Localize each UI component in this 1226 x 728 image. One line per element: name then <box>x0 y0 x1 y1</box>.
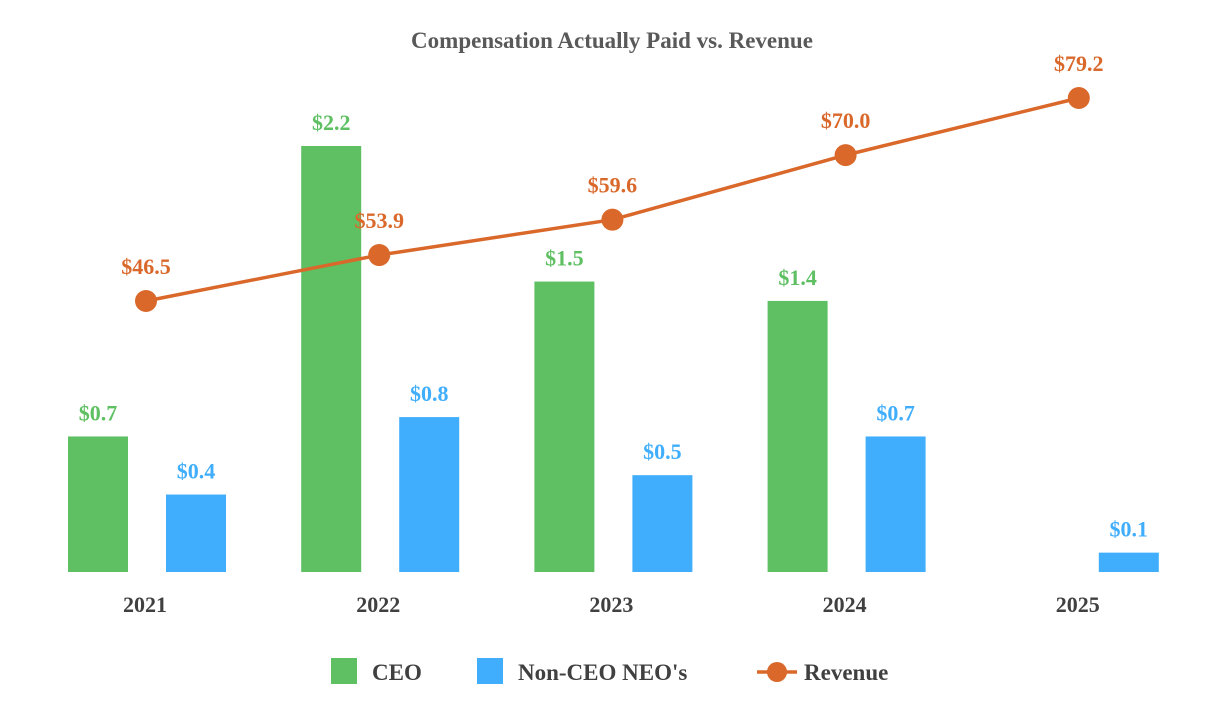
revenue-point-2024 <box>834 144 857 167</box>
revenue-point-2022 <box>368 244 391 267</box>
ceo-bar-2023 <box>534 281 595 572</box>
non-ceo-neo-bar-2024 <box>865 436 926 572</box>
legend-non-ceo-neo-label: Non-CEO NEO's <box>518 660 687 685</box>
ceo-value-label-2021: $0.7 <box>79 400 118 425</box>
x-tick-label-2023: 2023 <box>589 592 633 617</box>
non-ceo-neo-value-label-2023: $0.5 <box>643 439 682 464</box>
non-ceo-neo-bar-2025 <box>1098 552 1159 572</box>
non-ceo-neo-value-label-2025: $0.1 <box>1110 517 1149 542</box>
ceo-value-label-2023: $1.5 <box>545 246 584 271</box>
x-tick-label-2025: 2025 <box>1056 592 1100 617</box>
non-ceo-neo-value-label-2021: $0.4 <box>177 459 216 484</box>
ceo-bar-2022 <box>301 146 362 572</box>
non-ceo-neo-value-label-2022: $0.8 <box>410 381 449 406</box>
legend-revenue-label: Revenue <box>804 660 888 685</box>
data-labels-layer: $0.7 $0.4 $2.2 $0.8 $1.5 $0.5 $1.4 $0.7 $0.1 $46.… <box>79 51 1148 542</box>
bars-layer <box>68 146 1159 572</box>
x-tick-label-2024: 2024 <box>823 592 867 617</box>
revenue-point-2025 <box>1067 87 1090 109</box>
non-ceo-neo-bar-2021 <box>166 494 226 572</box>
legend-ceo-label: CEO <box>372 660 422 685</box>
legend-revenue-marker <box>767 662 787 682</box>
legend: CEO Non-CEO NEO's Revenue <box>331 658 888 685</box>
non-ceo-neo-value-label-2024: $0.7 <box>876 400 915 425</box>
revenue-value-label-2025: $79.2 <box>1054 51 1104 76</box>
revenue-value-label-2023: $59.6 <box>588 173 638 198</box>
revenue-point-2021 <box>135 290 157 312</box>
chart-title: Compensation Actually Paid vs. Revenue <box>411 28 813 53</box>
ceo-value-label-2024: $1.4 <box>778 265 817 290</box>
legend-ceo-swatch <box>331 658 357 684</box>
revenue-value-label-2024: $70.0 <box>821 108 871 133</box>
legend-non-ceo-neo-swatch <box>477 658 503 684</box>
ceo-bar-2024 <box>767 300 828 572</box>
revenue-value-label-2022: $53.9 <box>354 208 404 233</box>
x-tick-label-2022: 2022 <box>356 592 400 617</box>
non-ceo-neo-bar-2023 <box>632 475 693 572</box>
ceo-value-label-2022: $2.2 <box>312 110 351 135</box>
revenue-line <box>145 96 1080 303</box>
revenue-line-layer <box>135 87 1090 312</box>
revenue-value-label-2021: $46.5 <box>121 254 171 279</box>
x-tick-label-2021: 2021 <box>123 592 167 617</box>
revenue-point-2023 <box>601 208 624 231</box>
non-ceo-neo-bar-2022 <box>399 417 460 572</box>
ceo-bar-2021 <box>68 436 128 572</box>
x-axis-ticks: 2021 2022 2023 2024 2025 <box>123 592 1100 617</box>
